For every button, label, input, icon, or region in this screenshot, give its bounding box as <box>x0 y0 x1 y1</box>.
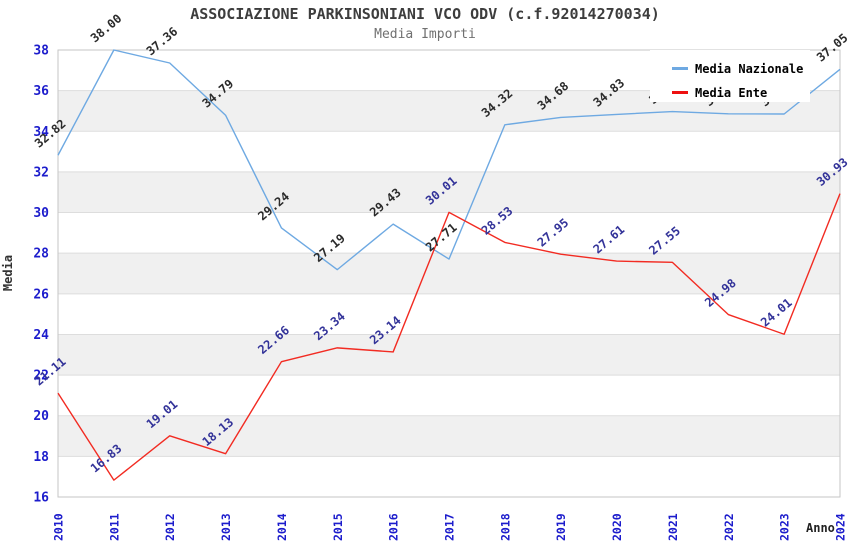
svg-text:34: 34 <box>33 125 49 140</box>
svg-text:27.55: 27.55 <box>646 224 683 258</box>
legend-item-media-ente: Media Ente <box>672 83 810 102</box>
legend-label-media-ente: Media Ente <box>695 85 768 100</box>
svg-text:27.61: 27.61 <box>591 222 628 256</box>
svg-text:30: 30 <box>33 206 49 221</box>
media-nazionale-line-swatch <box>672 67 688 70</box>
y-tick-labels: 16 18 20 22 24 26 28 30 32 34 36 38 <box>33 44 49 506</box>
svg-text:2017: 2017 <box>443 513 457 541</box>
svg-text:28: 28 <box>33 247 49 262</box>
svg-text:2018: 2018 <box>498 513 512 541</box>
svg-text:2022: 2022 <box>722 513 736 541</box>
svg-text:22: 22 <box>33 369 49 384</box>
svg-text:20: 20 <box>33 409 49 424</box>
svg-text:2020: 2020 <box>610 513 624 541</box>
svg-text:26: 26 <box>33 287 49 302</box>
media-nazionale-line <box>57 49 841 271</box>
svg-text:2023: 2023 <box>778 513 792 541</box>
svg-text:2024: 2024 <box>834 513 848 541</box>
svg-text:38.00: 38.00 <box>88 11 125 45</box>
y-axis-title: Media <box>1 254 15 292</box>
chart-title: ASSOCIAZIONE PARKINSONIANI VCO ODV (c.f.… <box>190 5 660 23</box>
svg-text:18: 18 <box>33 450 49 465</box>
chart-legend: Media Nazionale Media Ente <box>650 50 810 102</box>
x-axis-title: Anno <box>806 521 835 535</box>
svg-text:24.01: 24.01 <box>758 296 795 330</box>
svg-text:2016: 2016 <box>387 513 401 541</box>
shaded-bands <box>58 90 840 457</box>
svg-text:2010: 2010 <box>52 513 66 541</box>
svg-text:32: 32 <box>33 165 49 180</box>
legend-label-media-nazionale: Media Nazionale <box>695 61 804 76</box>
svg-text:2014: 2014 <box>275 513 289 541</box>
legend-item-media-nazionale: Media Nazionale <box>672 59 810 78</box>
svg-text:2012: 2012 <box>163 513 177 541</box>
svg-text:37.05: 37.05 <box>814 31 850 65</box>
svg-text:2021: 2021 <box>666 513 680 541</box>
svg-text:27.95: 27.95 <box>535 216 572 250</box>
media-ente-line <box>57 193 841 481</box>
media-ente-line-swatch <box>672 91 688 94</box>
svg-text:2019: 2019 <box>554 513 568 541</box>
plot-border <box>57 49 841 498</box>
svg-text:16: 16 <box>33 491 49 506</box>
svg-text:24: 24 <box>33 328 49 343</box>
chart-subtitle: Media Importi <box>374 27 476 42</box>
svg-text:36: 36 <box>33 84 49 99</box>
x-tick-labels: 2010 2011 2012 2013 2014 2015 2016 2017 2018 2019… <box>52 513 848 541</box>
svg-text:2013: 2013 <box>219 513 233 541</box>
svg-text:2015: 2015 <box>331 513 345 541</box>
svg-text:27.71: 27.71 <box>423 220 460 254</box>
svg-text:2011: 2011 <box>107 513 121 541</box>
svg-text:37.36: 37.36 <box>144 24 181 58</box>
svg-text:38: 38 <box>33 44 49 59</box>
